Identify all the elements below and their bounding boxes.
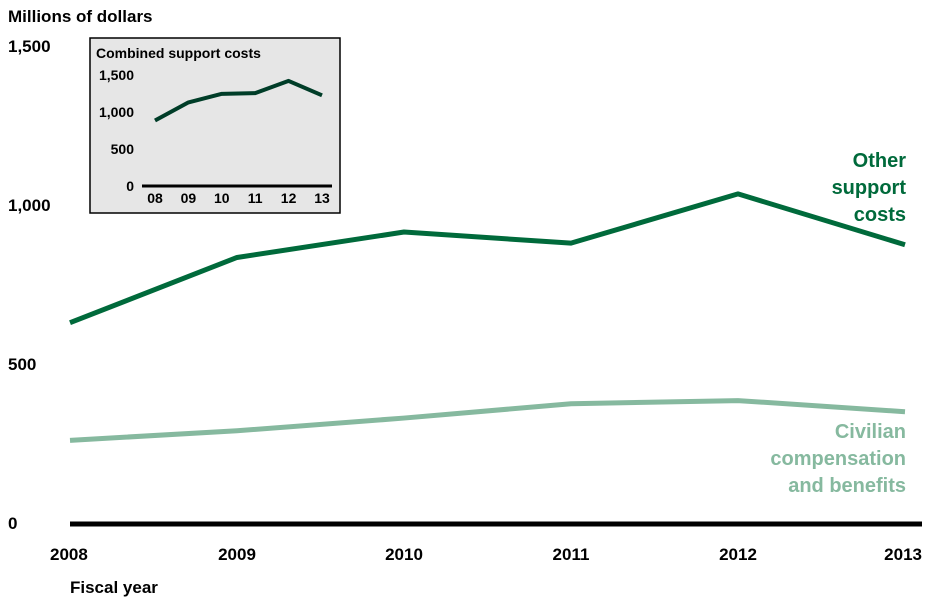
series-label: Other (853, 150, 907, 172)
x-tick-label: 2008 (50, 545, 88, 564)
inset-background (89, 37, 341, 214)
x-tick-label: 2011 (553, 545, 590, 564)
series-label: support (832, 177, 907, 199)
inset-series-lines (142, 78, 332, 188)
x-tick-label: 2010 (385, 545, 423, 564)
y-tick-label: 1,500 (8, 37, 51, 56)
main-tick-labels: 0 500 1,000 1,500 2008 2009 2010 2011 2012 2013 (8, 37, 922, 564)
inset-y-tick-label: 0 (126, 178, 134, 194)
y-tick-label: 500 (8, 355, 36, 374)
series-label: costs (854, 204, 906, 226)
inset-title: Combined support costs (96, 45, 261, 61)
inset-y-tick-label: 500 (111, 141, 135, 157)
x-axis-label: Fiscal year (70, 578, 158, 597)
series-label: Civilian (835, 421, 906, 443)
inset-x-tick-label: 13 (314, 190, 330, 206)
inset-x-tick-label: 12 (281, 190, 297, 206)
series-line-1 (69, 398, 906, 443)
main-series-lines (69, 191, 922, 527)
inset-x-tick-label: 10 (214, 190, 230, 206)
inset-tick-labels: 0 500 1,000 1,500 08 09 10 11 12 13 (99, 67, 330, 206)
series-labels: Other support costs Civilian compensation and… (770, 150, 906, 497)
inset-x-tick-label: 08 (147, 190, 163, 206)
x-tick-label: 2009 (218, 545, 256, 564)
inset-y-tick-label: 1,500 (99, 67, 134, 83)
series-label: compensation (770, 448, 906, 470)
x-tick-label: 2013 (884, 545, 922, 564)
y-axis-label: Millions of dollars (8, 7, 153, 26)
y-tick-label: 1,000 (8, 196, 51, 215)
inset-series-line (154, 78, 323, 123)
y-tick-label: 0 (8, 514, 17, 533)
series-line-0 (69, 191, 906, 325)
inset-x-tick-label: 09 (181, 190, 197, 206)
x-tick-label: 2012 (719, 545, 757, 564)
series-label: and benefits (788, 475, 906, 497)
inset-y-tick-label: 1,000 (99, 104, 134, 120)
inset-x-tick-label: 11 (248, 190, 263, 206)
